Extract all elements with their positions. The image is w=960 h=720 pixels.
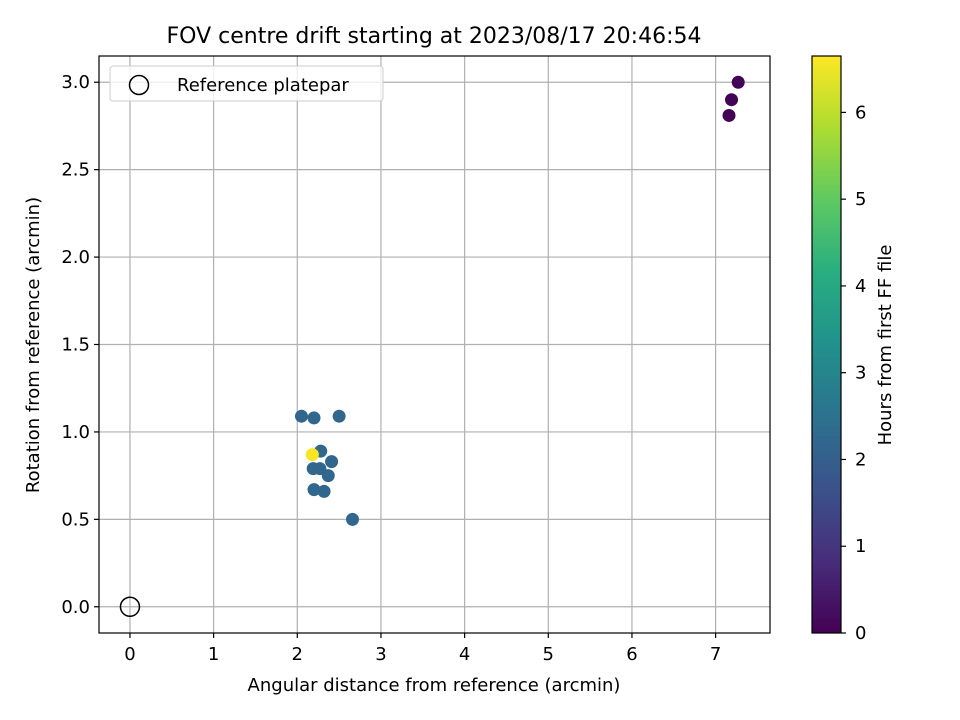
scatter-point	[725, 93, 739, 107]
scatter-point	[321, 469, 335, 483]
x-axis-label: Angular distance from reference (arcmin)	[248, 675, 621, 696]
x-tick-label: 4	[459, 644, 470, 665]
scatter-point	[332, 409, 346, 423]
scatter-point	[731, 75, 745, 89]
legend-box	[109, 65, 384, 102]
x-tick-label: 7	[710, 644, 721, 665]
y-tick-label: 3.0	[61, 72, 90, 93]
colorbar-tick-label: 1	[855, 536, 866, 557]
colorbar-tick-label: 2	[855, 449, 866, 470]
colorbar-ticks: 0 1 2 3 4 5 6	[841, 102, 866, 644]
scatter-point	[325, 455, 339, 469]
y-tick-label: 1.0	[61, 422, 90, 443]
colorbar-frame	[811, 55, 842, 634]
colorbar-tick-label: 3	[855, 363, 866, 384]
colorbar-tick-label: 0	[855, 623, 866, 644]
reference-marker	[119, 596, 141, 618]
colorbar-label: Hours from first FF file	[875, 245, 896, 446]
scatter-point	[294, 409, 308, 423]
y-axis-ticks: 0.0 0.5 1.0 1.5 2.0 2.5 3.0	[61, 72, 99, 618]
x-tick-label: 0	[124, 644, 135, 665]
scatter-point	[317, 484, 331, 498]
colorbar-tick-label: 6	[855, 102, 866, 123]
scatter-point	[307, 483, 321, 497]
reference-point-marker	[119, 596, 141, 618]
x-axis-ticks: 0 1 2 3 4 5 6 7	[124, 633, 721, 665]
x-tick-label: 5	[543, 644, 554, 665]
y-axis-label: Rotation from reference (arcmin)	[23, 197, 44, 493]
scatter-point	[346, 512, 360, 526]
y-tick-label: 0.0	[61, 597, 90, 618]
grid-lines	[99, 56, 770, 633]
y-tick-label: 2.5	[61, 160, 90, 181]
colorbar: 0 1 2 3 4 5 6 Hours from first FF file	[811, 55, 896, 644]
x-tick-label: 3	[375, 644, 386, 665]
legend: Reference platepar	[109, 65, 384, 102]
x-tick-label: 2	[292, 644, 303, 665]
colorbar-tick-label: 5	[855, 189, 866, 210]
chart-title: FOV centre drift starting at 2023/08/17 …	[167, 24, 702, 49]
colorbar-gradient	[812, 56, 841, 633]
scatter-point	[722, 108, 736, 122]
legend-marker-icon	[128, 74, 150, 96]
y-tick-label: 1.5	[61, 335, 90, 356]
data-points	[294, 75, 745, 526]
y-tick-label: 0.5	[61, 509, 90, 530]
x-tick-label: 6	[626, 644, 637, 665]
y-tick-label: 2.0	[61, 247, 90, 268]
scatter-point	[305, 448, 319, 462]
x-tick-label: 1	[208, 644, 219, 665]
scatter-point	[307, 411, 321, 425]
legend-entry-label: Reference platepar	[177, 75, 349, 96]
colorbar-tick-label: 4	[855, 276, 866, 297]
